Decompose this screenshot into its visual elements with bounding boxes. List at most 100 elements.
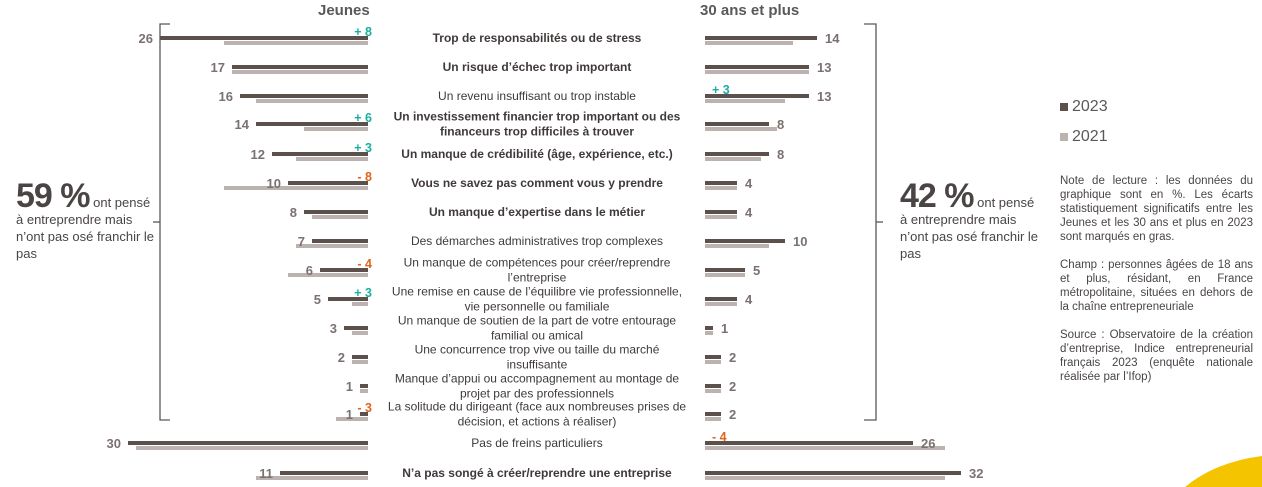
summary-left-inline: ont pensé: [93, 195, 151, 210]
change-30plus: - 4: [712, 430, 727, 444]
bar-jeunes-2023: [312, 239, 368, 243]
change-jeunes: + 3: [354, 286, 372, 300]
legend-swatch-2021: [1060, 132, 1068, 141]
category-label: N’a pas songé à créer/reprendre une entr…: [402, 466, 672, 480]
change-jeunes: - 3: [357, 401, 372, 415]
value-30plus: 14: [825, 31, 840, 46]
value-jeunes: 26: [139, 31, 153, 46]
legend-item-2023: 2023: [1060, 98, 1108, 116]
bracket-left: [159, 23, 170, 421]
bar-30plus-2023: [705, 122, 769, 126]
bar-30plus-2023: [705, 65, 809, 69]
bar-jeunes-2023: [232, 65, 368, 69]
value-jeunes: 17: [211, 60, 225, 75]
category-label: Un revenu insuffisant ou trop instable: [438, 89, 636, 103]
bracket-right: [864, 23, 877, 421]
value-30plus: 4: [745, 205, 753, 220]
bar-jeunes-2023: [240, 94, 368, 98]
legend-label-2021: 2021: [1072, 128, 1108, 145]
bar-30plus-2021: [705, 70, 809, 74]
bar-jeunes-2021: [360, 389, 368, 393]
value-30plus: 13: [817, 60, 831, 75]
change-jeunes: + 6: [354, 111, 372, 125]
bar-30plus-2021: [705, 186, 737, 190]
value-30plus: 2: [729, 350, 736, 365]
bar-30plus-2021: [705, 417, 721, 421]
bar-30plus-2023: [705, 181, 737, 185]
bar-jeunes-2021: [136, 446, 368, 450]
category-label: financeurs trop difficiles à trouver: [440, 125, 634, 139]
bar-30plus-2023: [705, 355, 721, 359]
bar-30plus-2021: [705, 331, 713, 335]
category-label: La solitude du dirigeant (face aux nombr…: [388, 400, 687, 414]
bar-jeunes-2023: [360, 384, 368, 388]
bar-jeunes-2023: [272, 152, 368, 156]
summary-left: 59 % ont pensé à entreprendre mais n’ont…: [16, 179, 156, 262]
change-jeunes: - 4: [357, 257, 372, 271]
value-30plus: 2: [729, 407, 736, 422]
bar-30plus-2021: [705, 157, 761, 161]
category-label: Pas de freins particuliers: [471, 436, 602, 450]
bar-jeunes-2021: [352, 331, 368, 335]
bar-jeunes-2021: [352, 360, 368, 364]
value-jeunes: 8: [290, 205, 297, 220]
bar-jeunes-2023: [352, 355, 368, 359]
value-30plus: 5: [753, 263, 760, 278]
bar-jeunes-2023: [160, 36, 368, 40]
category-label: insuffisante: [507, 358, 568, 372]
category-label: Manque d’appui ou accompagnement au mont…: [395, 372, 680, 386]
bar-jeunes-2021: [312, 215, 368, 219]
bar-30plus-2021: [705, 302, 737, 306]
value-jeunes: 14: [235, 117, 250, 132]
value-jeunes: 5: [314, 292, 321, 307]
summary-left-text: à entreprendre mais n’ont pas osé franch…: [16, 212, 155, 261]
category-label: Trop de responsabilités ou de stress: [433, 31, 642, 45]
note-source: Source : Observatoire de la création d’e…: [1060, 329, 1253, 383]
value-jeunes: 11: [259, 466, 273, 481]
header-jeunes: Jeunes: [318, 2, 370, 19]
bar-jeunes-2021: [296, 244, 368, 248]
value-30plus: 8: [777, 147, 784, 162]
summary-right-text: à entreprendre mais n’ont pas osé franch…: [900, 212, 1039, 261]
summary-left-percent: 59 %: [16, 177, 90, 215]
legend-swatch-2023: [1060, 102, 1068, 111]
value-30plus: 4: [745, 292, 753, 307]
bar-30plus-2023: [705, 36, 817, 40]
legend: 2023 2021: [1060, 98, 1108, 146]
bar-30plus-2021: [705, 476, 945, 480]
note-champ: Champ : personnes âgées de 18 ans et plu…: [1060, 259, 1253, 313]
accent-shape: [1185, 456, 1262, 487]
category-label: projet par des professionnels: [460, 387, 614, 401]
value-jeunes: 6: [306, 263, 313, 278]
bar-jeunes-2021: [224, 41, 368, 45]
summary-right-percent: 42 %: [900, 177, 974, 215]
bar-jeunes-2021: [256, 99, 368, 103]
bar-30plus-2023: [705, 441, 913, 445]
value-30plus: 26: [921, 436, 935, 451]
bar-jeunes-2023: [256, 122, 368, 126]
bar-30plus-2023: [705, 326, 713, 330]
category-label: décision, et actions à réaliser): [458, 415, 617, 429]
bar-30plus-2023: [705, 268, 745, 272]
change-jeunes: - 8: [357, 170, 372, 184]
value-30plus: 32: [969, 466, 983, 481]
bar-jeunes-2023: [328, 297, 368, 301]
bar-jeunes-2023: [128, 441, 368, 445]
value-jeunes: 10: [267, 176, 281, 191]
value-jeunes: 2: [338, 350, 345, 365]
legend-label-2023: 2023: [1072, 98, 1108, 115]
category-label: vie personnelle ou familiale: [465, 300, 610, 314]
value-jeunes: 1: [346, 407, 353, 422]
bar-jeunes-2021: [288, 273, 368, 277]
value-30plus: 4: [745, 176, 753, 191]
value-jeunes: 3: [330, 321, 337, 336]
bar-30plus-2023: [705, 384, 721, 388]
bar-30plus-2023: [705, 471, 961, 475]
bar-jeunes-2021: [336, 417, 368, 421]
bar-jeunes-2023: [280, 471, 368, 475]
bar-jeunes-2021: [256, 476, 368, 480]
bar-30plus-2021: [705, 389, 721, 393]
value-jeunes: 1: [346, 379, 353, 394]
category-label: Un manque de soutien de la part de votre…: [398, 314, 677, 328]
